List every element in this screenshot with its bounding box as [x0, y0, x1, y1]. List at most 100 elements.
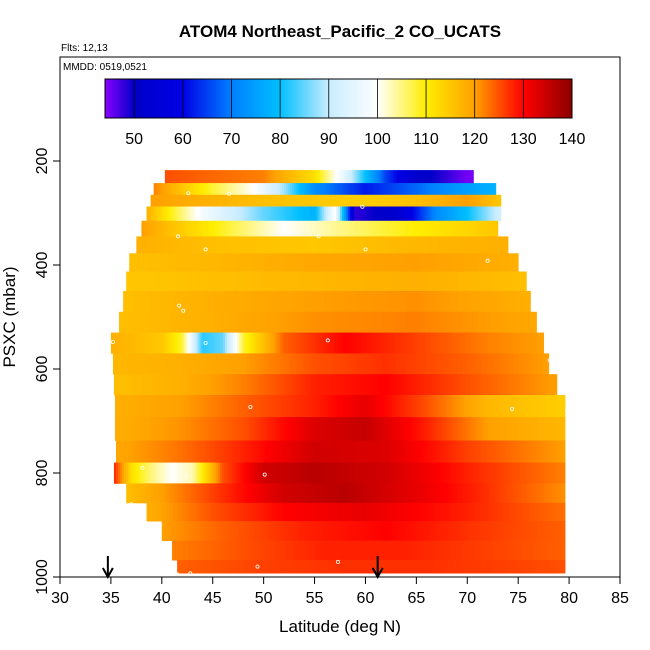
sample-point: [255, 564, 260, 569]
heatmap-cell: [414, 417, 417, 441]
heatmap-cell: [172, 253, 175, 272]
heatmap-cell: [399, 271, 402, 292]
heatmap-cell: [422, 253, 425, 272]
heatmap-cell: [253, 395, 256, 418]
heatmap-cell: [151, 353, 155, 375]
heatmap-cell: [443, 170, 447, 184]
heatmap-cell: [155, 183, 159, 196]
heatmap-cell: [198, 395, 201, 418]
heatmap-cell: [240, 483, 243, 504]
heatmap-cell: [463, 332, 466, 354]
heatmap-cell: [284, 417, 287, 441]
heatmap-cell: [437, 560, 441, 574]
heatmap-cell: [372, 236, 376, 254]
heatmap-cell: [514, 311, 517, 333]
heatmap-cell: [460, 271, 463, 292]
heatmap-cell: [301, 170, 304, 184]
heatmap-cell: [229, 253, 232, 272]
heatmap-cell: [223, 194, 227, 207]
heatmap-cell: [125, 332, 128, 354]
heatmap-cell: [163, 183, 167, 196]
heatmap-cell: [191, 440, 194, 463]
heatmap-cell: [169, 311, 173, 333]
heatmap-cell: [298, 183, 301, 196]
heatmap-cell: [193, 462, 196, 484]
heatmap-cell: [219, 236, 223, 254]
heatmap-cell: [219, 560, 223, 574]
heatmap-cell: [297, 560, 300, 574]
colorbar-tick-label: 140: [559, 131, 586, 148]
heatmap-cell: [329, 194, 333, 207]
heatmap-cell: [253, 253, 256, 272]
heatmap-cell: [167, 291, 171, 313]
heatmap-cell: [448, 540, 452, 561]
heatmap-cell: [211, 440, 215, 463]
heatmap-band: [146, 206, 502, 222]
heatmap-cell: [313, 170, 316, 184]
heatmap-cell: [183, 194, 186, 207]
heatmap-cell: [476, 236, 479, 254]
heatmap-cell: [119, 417, 122, 441]
heatmap-cell: [520, 521, 523, 541]
heatmap-cell: [340, 462, 343, 484]
heatmap-cell: [519, 440, 522, 463]
heatmap-cell: [248, 194, 251, 207]
heatmap-cell: [116, 462, 119, 484]
heatmap-cell: [547, 483, 551, 504]
heatmap-cell: [243, 332, 246, 354]
heatmap-band: [150, 194, 502, 207]
heatmap-cell: [130, 440, 133, 463]
heatmap-cell: [321, 374, 325, 396]
heatmap-cell: [390, 462, 394, 484]
heatmap-cell: [156, 502, 160, 522]
heatmap-cell: [276, 271, 280, 292]
colorbar-cell: [114, 79, 118, 118]
heatmap-cell: [332, 540, 336, 561]
heatmap-cell: [255, 253, 258, 272]
heatmap-cell: [348, 502, 351, 522]
heatmap-cell: [444, 417, 448, 441]
heatmap-cell: [245, 353, 248, 375]
heatmap-cell: [211, 206, 215, 222]
heatmap-cell: [276, 502, 280, 522]
heatmap-cell: [520, 540, 523, 561]
heatmap-cell: [530, 311, 533, 333]
heatmap-cell: [313, 374, 316, 396]
heatmap-cell: [415, 236, 418, 254]
heatmap-cell: [299, 483, 302, 504]
heatmap-cell: [207, 560, 211, 574]
heatmap-cell: [267, 521, 271, 541]
heatmap-cell: [537, 560, 540, 574]
heatmap-cell: [208, 353, 212, 375]
heatmap-cell: [187, 502, 190, 522]
heatmap-cell: [254, 271, 257, 292]
heatmap-cell: [484, 236, 488, 254]
heatmap-cell: [249, 332, 252, 354]
heatmap-cell: [223, 236, 227, 254]
heatmap-cell: [269, 395, 273, 418]
heatmap-cell: [412, 253, 415, 272]
heatmap-cell: [480, 502, 483, 522]
heatmap-cell: [471, 291, 474, 313]
heatmap-cell: [124, 462, 127, 484]
heatmap-cell: [407, 194, 410, 207]
heatmap-cell: [419, 271, 422, 292]
heatmap-cell: [506, 374, 510, 396]
heatmap-cell: [280, 170, 284, 184]
heatmap-cell: [214, 291, 218, 313]
heatmap-cell: [344, 194, 347, 207]
heatmap-cell: [226, 332, 230, 354]
heatmap-cell: [430, 332, 434, 354]
heatmap-cell: [492, 560, 496, 574]
heatmap-cell: [159, 332, 163, 354]
heatmap-cell: [248, 502, 251, 522]
heatmap-cell: [147, 395, 150, 418]
heatmap-cell: [448, 220, 452, 237]
heatmap-cell: [430, 311, 434, 333]
heatmap-cell: [470, 194, 473, 207]
heatmap-cell: [293, 440, 296, 463]
heatmap-cell: [393, 395, 397, 418]
heatmap-cell: [242, 236, 245, 254]
heatmap-cell: [429, 374, 433, 396]
heatmap-cell: [447, 462, 451, 484]
